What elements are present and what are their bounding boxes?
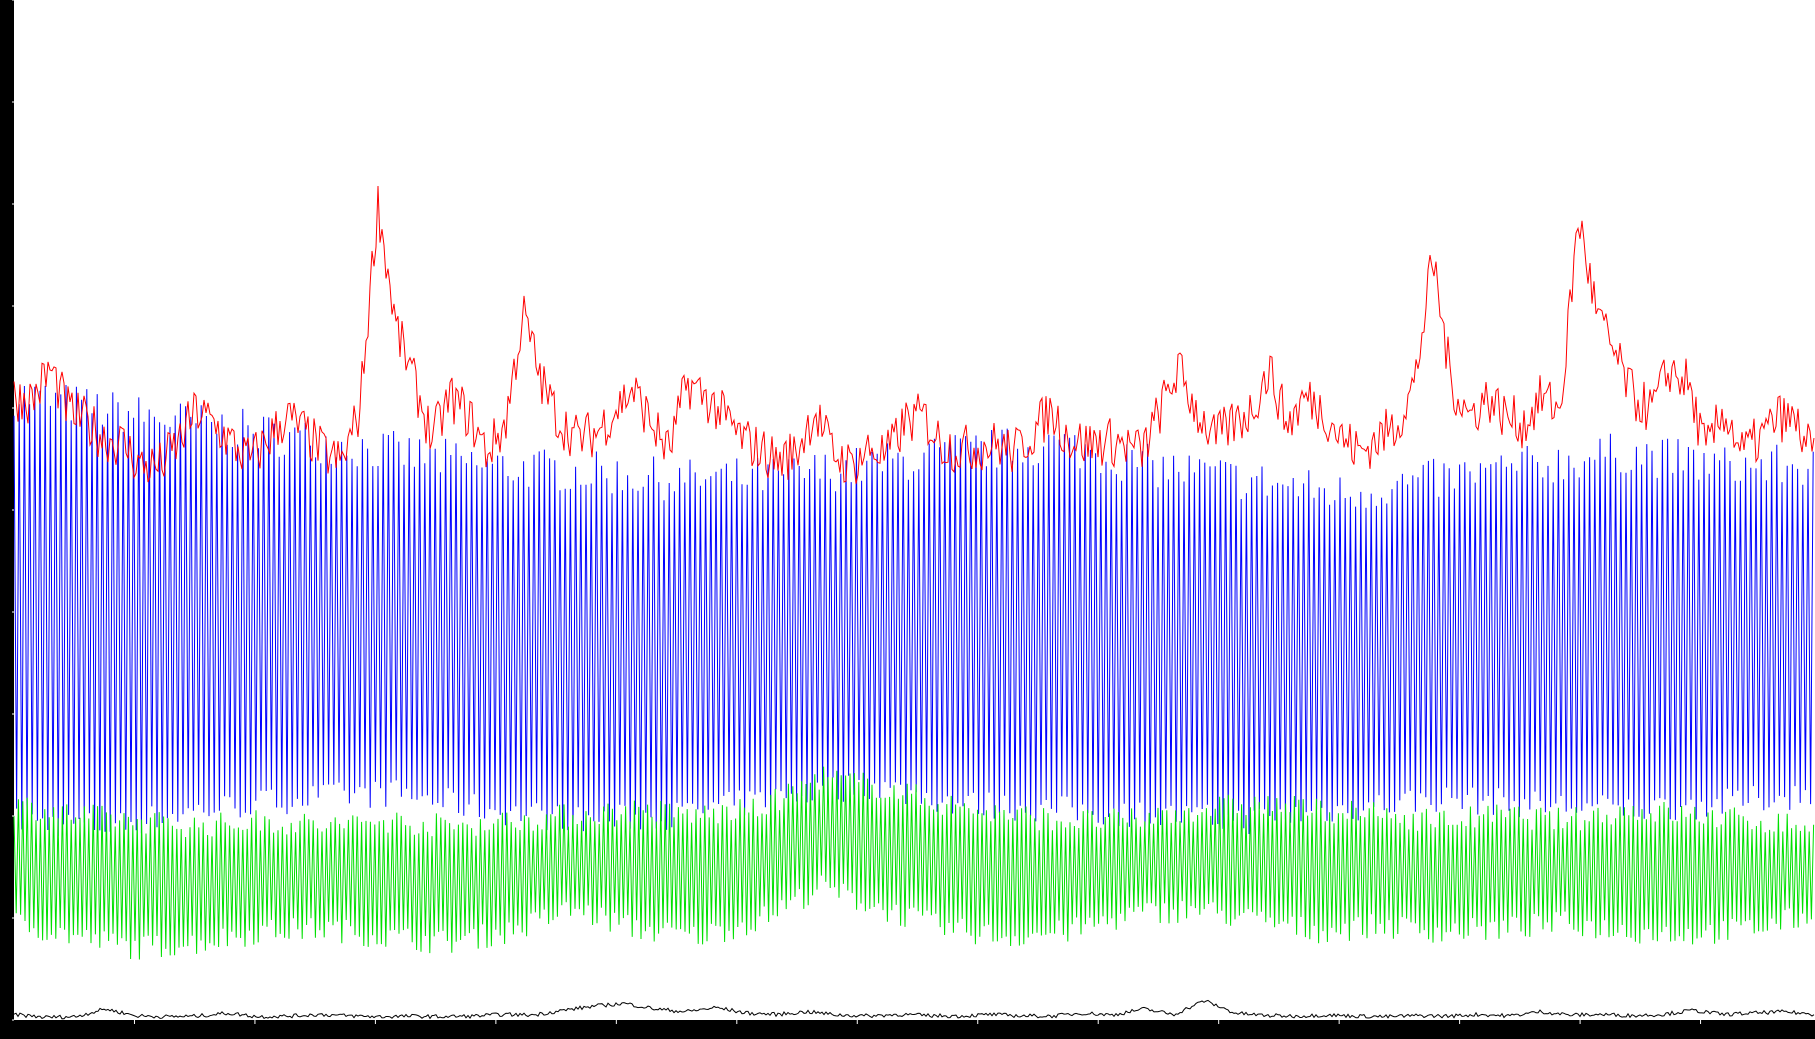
x-tick-label: 14:06 [722,1027,751,1038]
series-line-red [13,185,1815,484]
y-tick-label: 368 [2,908,13,927]
series-line-green [13,766,1815,960]
x-tick-label: 14:05 [602,1027,631,1038]
y-axis-ticks: 0 368 736 1104 1473 1841 2209 2578 2946 3314 3683 [2,0,14,1021]
y-tick-label: 1841 [2,497,13,522]
x-tick-label: 14:03 [361,1027,390,1038]
y-tick-label: 0 [2,1013,13,1019]
y-tick-label: 1473 [2,599,13,624]
x-tick-label: 14:01 [120,1027,149,1038]
y-tick-label: 3683 [2,5,13,30]
series-layer [13,185,1815,1020]
x-tick-label: 14:12 [1445,1027,1474,1038]
x-tick-label: 14:14 [1686,1027,1715,1038]
series-line-blue [13,384,1814,837]
y-tick-label: 736 [2,806,13,825]
x-tick-label: 14:04 [481,1027,510,1038]
x-axis-ticks: 14:01 14:02 14:03 14:04 14:05 14:06 14:07 14:08… [120,1020,1715,1038]
x-tick-label: 14:11 [1325,1027,1354,1038]
y-tick-label: 2209 [2,395,13,420]
x-tick-label: 14:08 [963,1027,992,1038]
y-tick-label: 2578 [2,293,13,318]
y-tick-label: 2946 [2,191,13,216]
y-tick-label: 3314 [2,89,13,114]
x-tick-label: 14:07 [843,1027,872,1038]
x-tick-label: 14:13 [1566,1027,1595,1038]
y-tick-label: 1104 [2,701,13,726]
series-line-black [13,999,1815,1020]
y-axis-strip [0,0,14,1039]
x-tick-label: 14:09 [1084,1027,1113,1038]
x-axis-strip [0,1020,1815,1039]
x-tick-label: 14:10 [1204,1027,1233,1038]
x-tick-label: 14:02 [240,1027,269,1038]
